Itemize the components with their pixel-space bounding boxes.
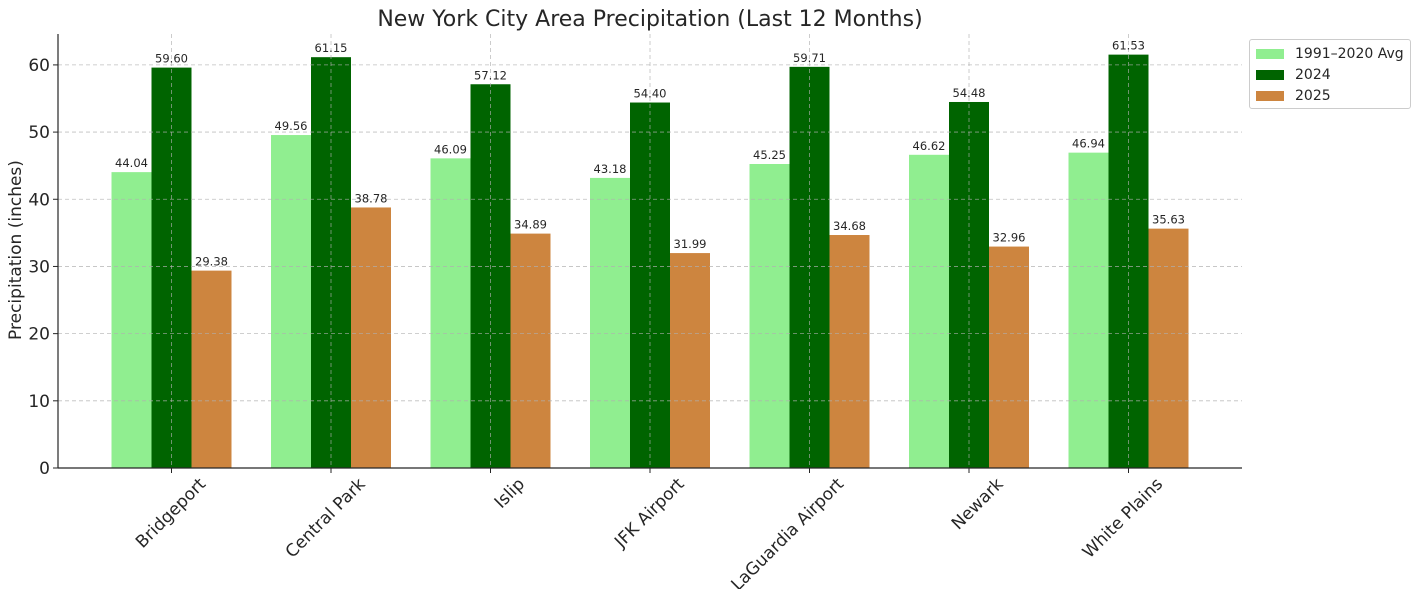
y-axis-label: Precipitation (inches) <box>6 160 26 340</box>
bar-value-label: 57.12 <box>474 68 507 82</box>
bar <box>1148 228 1189 468</box>
bar-value-label: 61.15 <box>315 41 348 55</box>
bar <box>1068 152 1109 468</box>
bar-value-label: 38.78 <box>355 191 388 205</box>
legend-swatch-2025 <box>1256 91 1284 101</box>
bar-value-label: 34.89 <box>514 218 547 232</box>
bar-value-label: 45.25 <box>753 148 786 162</box>
bar <box>191 270 232 468</box>
x-tick-labels: Bridgeport Central Park Islip JFK Airport La… <box>132 468 1167 589</box>
legend-label-2024: 2024 <box>1295 67 1331 83</box>
bar-value-label: 59.60 <box>155 52 188 66</box>
chart-title: New York City Area Precipitation (Last 1… <box>377 7 922 32</box>
bar <box>829 235 870 468</box>
bar-value-label: 46.09 <box>434 142 467 156</box>
bar <box>111 172 152 468</box>
bar-value-label: 31.99 <box>674 237 707 251</box>
bar-value-label: 29.38 <box>195 255 228 269</box>
bar-value-label: 32.96 <box>993 231 1026 245</box>
bar <box>670 253 710 468</box>
bar <box>989 246 1029 468</box>
bar <box>271 135 311 468</box>
bar-value-label: 35.63 <box>1152 213 1185 227</box>
legend: 1991–2020 Avg 2024 2025 <box>1249 39 1411 109</box>
legend-swatch-2024 <box>1256 70 1284 80</box>
x-tick-label: LaGuardia Airport <box>727 474 848 589</box>
x-tick-label: Newark <box>948 474 1008 534</box>
bar-value-label: 54.40 <box>634 87 667 101</box>
y-tick-label: 0 <box>39 459 50 479</box>
bar-value-label: 59.71 <box>793 51 826 65</box>
bar-value-label: 34.68 <box>833 219 866 233</box>
y-tick-label: 30 <box>28 257 50 277</box>
y-tick-label: 50 <box>28 123 50 143</box>
bar-value-label: 49.56 <box>275 119 308 133</box>
bar <box>351 207 391 468</box>
legend-label-avg: 1991–2020 Avg <box>1295 46 1404 62</box>
y-tick-label: 40 <box>28 190 50 210</box>
bar-value-label: 46.94 <box>1072 137 1105 151</box>
x-tick-label: Bridgeport <box>132 474 210 552</box>
y-tick-labels: 0 10 20 30 40 50 60 <box>28 56 58 479</box>
x-tick-label: Islip <box>491 474 529 512</box>
legend-swatch-avg <box>1256 49 1284 59</box>
bar <box>510 233 551 468</box>
bar <box>909 154 949 468</box>
y-tick-label: 10 <box>28 392 50 412</box>
x-tick-label: JFK Airport <box>610 474 688 552</box>
x-tick-label: Central Park <box>282 474 370 562</box>
bar-value-label: 44.04 <box>115 156 148 170</box>
bar <box>590 177 630 468</box>
legend-label-2025: 2025 <box>1295 88 1331 104</box>
bar <box>430 158 471 468</box>
bar <box>749 163 790 468</box>
legend-item-2025: 2025 <box>1256 87 1331 105</box>
y-tick-label: 60 <box>28 56 50 76</box>
legend-item-2024: 2024 <box>1256 66 1331 84</box>
bar-value-label: 54.48 <box>953 86 986 100</box>
y-tick-label: 20 <box>28 325 50 345</box>
x-tick-label: White Plains <box>1079 474 1167 562</box>
gridlines <box>58 34 1242 468</box>
value-labels: 44.04 59.60 29.38 49.56 61.15 38.78 46.09 57.12… <box>115 39 1185 269</box>
bar-value-label: 61.53 <box>1112 39 1145 53</box>
bar-value-label: 46.62 <box>913 139 946 153</box>
bar-value-label: 43.18 <box>594 162 627 176</box>
legend-item-avg: 1991–2020 Avg <box>1256 45 1404 63</box>
